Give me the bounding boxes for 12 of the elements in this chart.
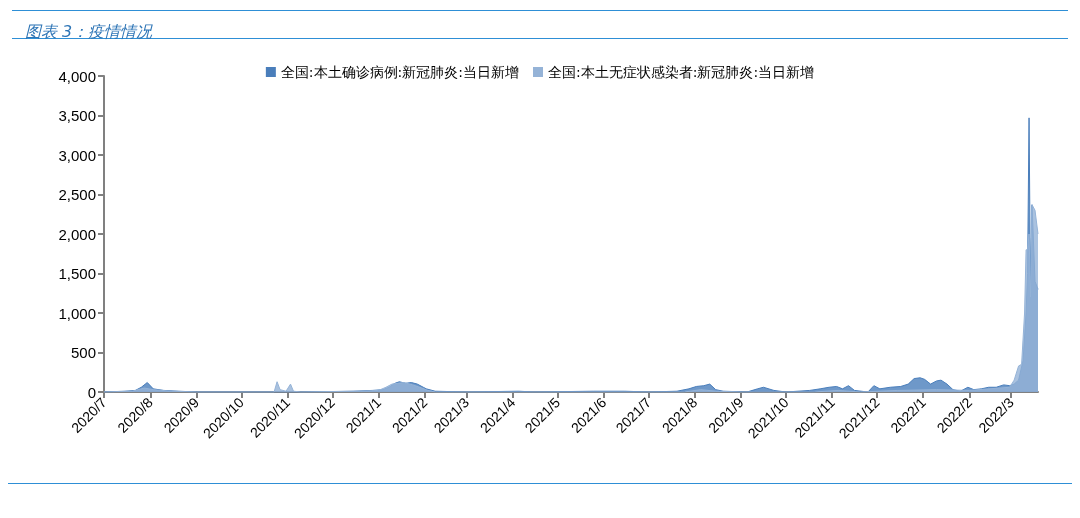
y-tick-label: 2,000 [58,225,96,243]
legend-label: 全国:本土确诊病例:新冠肺炎:当日新增 [280,64,520,80]
y-tick-label: 3,000 [58,146,96,164]
y-tick-label: 2,500 [58,186,96,203]
y-tick-label: 1,000 [58,304,96,322]
y-tick-label: 4,000 [58,67,96,85]
y-tick-label: 3,500 [58,107,96,124]
y-tick-label: 0 [87,383,96,401]
y-tick-label: 500 [70,344,96,361]
chart-title: 图表 3：疫情情况 [25,21,154,41]
y-tick-label: 1,500 [58,265,96,282]
legend-label: 全国:本土无症状感染者:新冠肺炎:当日新增 [548,64,815,80]
